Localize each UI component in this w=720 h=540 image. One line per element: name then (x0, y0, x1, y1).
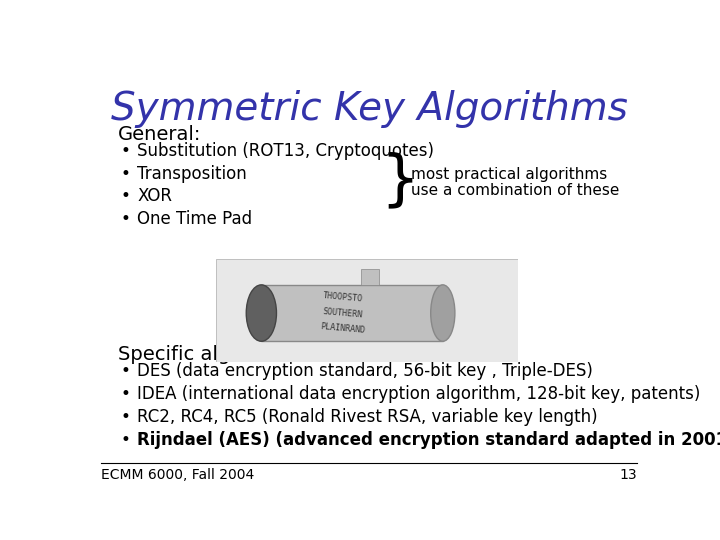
FancyBboxPatch shape (216, 259, 518, 362)
Text: IDEA (international data encryption algorithm, 128-bit key, patents): IDEA (international data encryption algo… (138, 385, 701, 403)
Text: ECMM 6000, Fall 2004: ECMM 6000, Fall 2004 (101, 468, 254, 482)
Text: •: • (121, 362, 130, 380)
Text: •: • (121, 211, 130, 228)
Text: •: • (121, 165, 130, 183)
Text: Substitution (ROT13, Cryptoquotes): Substitution (ROT13, Cryptoquotes) (138, 141, 434, 160)
Ellipse shape (431, 285, 455, 341)
Ellipse shape (246, 285, 276, 341)
Text: Symmetric Key Algorithms: Symmetric Key Algorithms (111, 90, 627, 128)
Text: •: • (121, 141, 130, 160)
Text: One Time Pad: One Time Pad (138, 211, 253, 228)
Text: 13: 13 (619, 468, 637, 482)
Text: General:: General: (118, 125, 202, 144)
Text: use a combination of these: use a combination of these (411, 183, 619, 198)
Text: SOUTHERN: SOUTHERN (323, 307, 364, 319)
Text: Transposition: Transposition (138, 165, 247, 183)
Text: PLAINRAND: PLAINRAND (320, 322, 366, 335)
Text: Specific algorithms:: Specific algorithms: (118, 346, 311, 365)
Text: •: • (121, 385, 130, 403)
Text: }: } (380, 152, 419, 211)
Bar (361, 269, 379, 285)
Text: DES (data encryption standard, 56-bit key , Triple-DES): DES (data encryption standard, 56-bit ke… (138, 362, 593, 380)
Text: Rijndael (AES) (advanced encryption standard adapted in 2001): Rijndael (AES) (advanced encryption stan… (138, 431, 720, 449)
Text: RC2, RC4, RC5 (Ronald Rivest RSA, variable key length): RC2, RC4, RC5 (Ronald Rivest RSA, variab… (138, 408, 598, 426)
Text: most practical algorithms: most practical algorithms (411, 167, 607, 181)
Text: •: • (121, 408, 130, 426)
Text: THOOPSTO: THOOPSTO (323, 292, 364, 304)
Text: •: • (121, 431, 130, 449)
Text: •: • (121, 187, 130, 205)
Bar (261, 285, 443, 341)
Text: XOR: XOR (138, 187, 172, 205)
